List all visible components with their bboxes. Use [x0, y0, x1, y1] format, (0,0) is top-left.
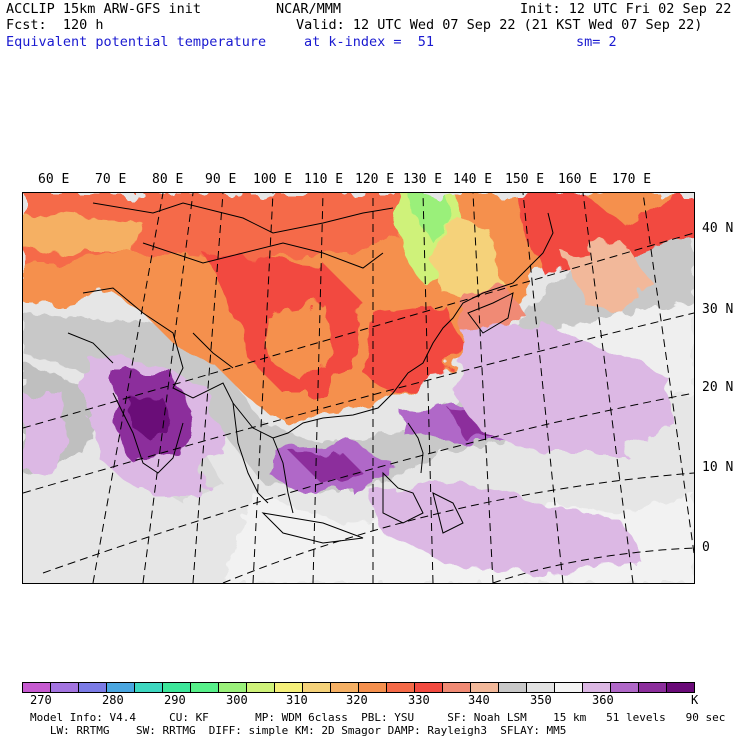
lat-label: 0 — [702, 540, 710, 555]
map-panel — [22, 192, 695, 584]
init-time: Init: 12 UTC Fri 02 Sep 22 — [520, 1, 732, 17]
lon-label: 160 E — [558, 172, 598, 187]
valid-time: Valid: 12 UTC Wed 07 Sep 22 (21 KST Wed … — [296, 17, 703, 33]
lat-label: 30 N — [702, 302, 734, 317]
colorbar-swatch — [471, 683, 499, 692]
colorbar-swatch — [611, 683, 639, 692]
lon-label: 60 E — [38, 172, 70, 187]
lon-label: 110 E — [304, 172, 344, 187]
lon-label: 90 E — [205, 172, 237, 187]
lon-label: 120 E — [355, 172, 395, 187]
field-name: Equivalent potential temperature — [6, 34, 267, 50]
colorbar-swatch — [359, 683, 387, 692]
theta-e-field — [23, 193, 694, 583]
model-info-line: Model Info: V4.4 CU: KF MP: WDM 6class P… — [30, 711, 726, 724]
colorbar-label: 300 — [226, 693, 248, 707]
colorbar — [22, 682, 695, 693]
colorbar-label: 360 — [592, 693, 614, 707]
colorbar-swatch — [499, 683, 527, 692]
lat-label: 10 N — [702, 460, 734, 475]
colorbar-swatch — [51, 683, 79, 692]
colorbar-label: 330 — [408, 693, 430, 707]
lon-label: 80 E — [152, 172, 184, 187]
colorbar-label: 310 — [286, 693, 308, 707]
colorbar-swatch — [527, 683, 555, 692]
level-label: at k-index = 51 — [304, 34, 435, 50]
lat-label: 40 N — [702, 221, 734, 236]
model-title: ACCLIP 15km ARW-GFS init — [6, 1, 202, 17]
lon-label: 140 E — [453, 172, 493, 187]
colorbar-swatch — [639, 683, 667, 692]
colorbar-swatch — [23, 683, 51, 692]
colorbar-swatch — [303, 683, 331, 692]
colorbar-swatch — [387, 683, 415, 692]
colorbar-swatch — [667, 683, 694, 692]
colorbar-swatch — [219, 683, 247, 692]
warm-land-field — [23, 193, 694, 418]
colorbar-label: 320 — [346, 693, 368, 707]
colorbar-swatch — [163, 683, 191, 692]
colorbar-swatch — [275, 683, 303, 692]
colorbar-swatch — [583, 683, 611, 692]
lon-label: 130 E — [403, 172, 443, 187]
colorbar-swatch — [247, 683, 275, 692]
colorbar-swatch — [555, 683, 583, 692]
colorbar-swatch — [331, 683, 359, 692]
colorbar-label: 350 — [530, 693, 552, 707]
colorbar-swatch — [79, 683, 107, 692]
colorbar-swatch — [107, 683, 135, 692]
physics-info-line: LW: RRTMG SW: RRTMG DIFF: simple KM: 2D … — [30, 724, 567, 737]
colorbar-label: 270 — [30, 693, 52, 707]
colorbar-unit: K — [691, 693, 699, 707]
lon-label: 70 E — [95, 172, 127, 187]
lon-label: 150 E — [505, 172, 545, 187]
smoothing-label: sm= 2 — [576, 34, 617, 50]
lon-label: 100 E — [253, 172, 293, 187]
colorbar-swatch — [415, 683, 443, 692]
colorbar-label: 340 — [468, 693, 490, 707]
forecast-hour: Fcst: 120 h — [6, 17, 104, 33]
lat-label: 20 N — [702, 380, 734, 395]
colorbar-swatch — [191, 683, 219, 692]
lon-label: 170 E — [612, 172, 652, 187]
center-label: NCAR/MMM — [276, 1, 342, 17]
graticule — [23, 193, 694, 583]
moist-tropical-field — [23, 323, 673, 573]
colorbar-swatch — [135, 683, 163, 692]
colorbar-label: 280 — [102, 693, 124, 707]
colorbar-swatch — [443, 683, 471, 692]
colorbar-label: 290 — [164, 693, 186, 707]
